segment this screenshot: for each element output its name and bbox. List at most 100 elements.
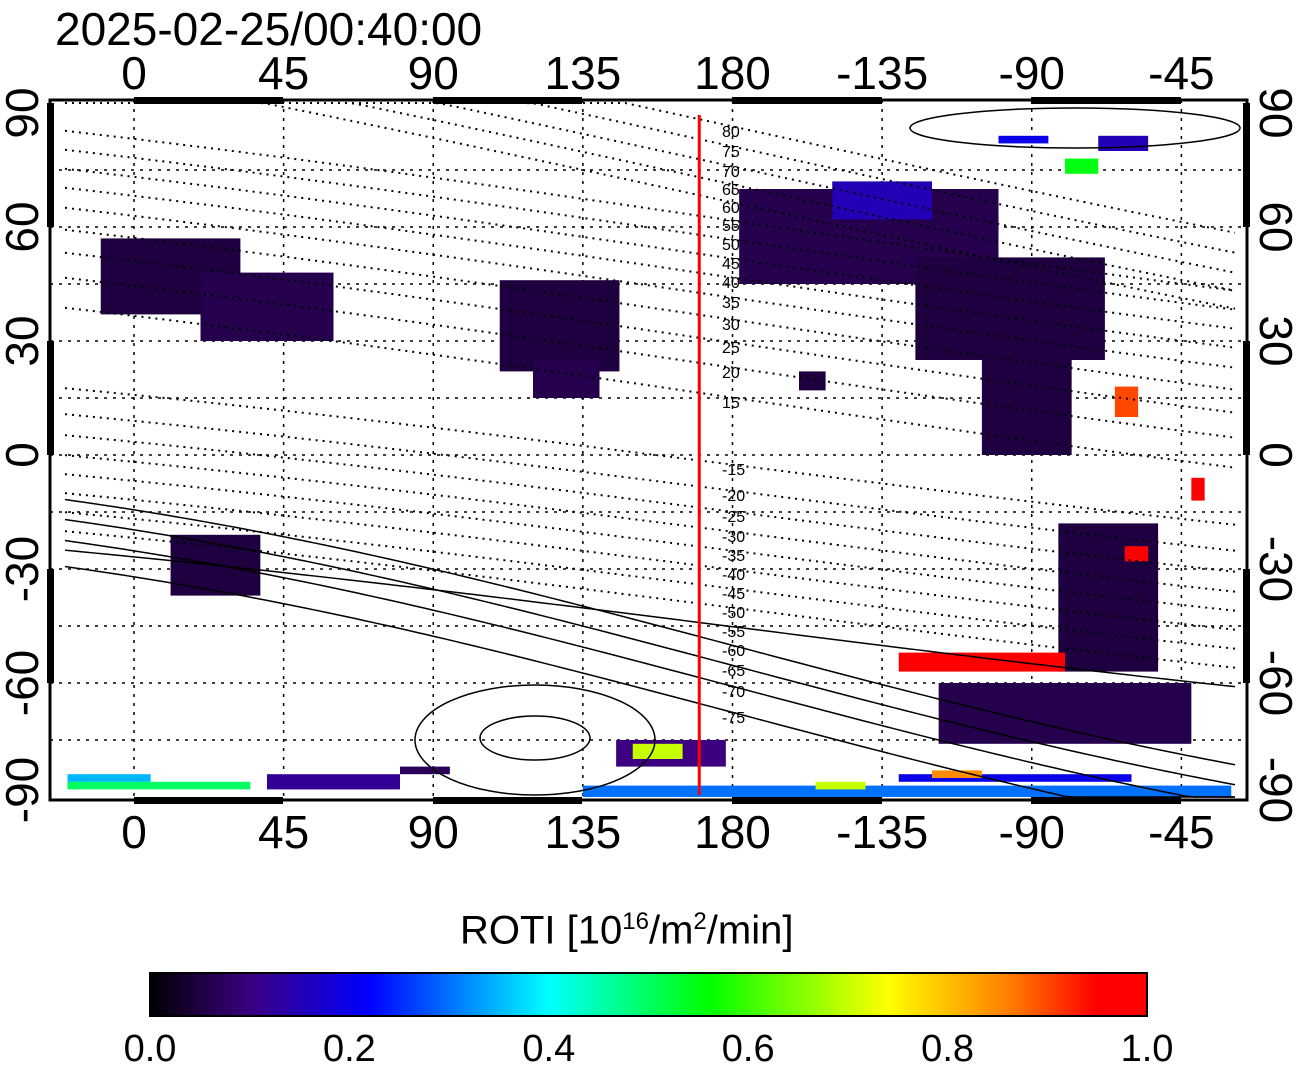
left-lat-tick-label: -30 bbox=[0, 535, 48, 603]
colorbar bbox=[149, 972, 1148, 1017]
magnetic-latitude-label: 55 bbox=[722, 218, 740, 235]
magnetic-latitude-label: -35 bbox=[722, 548, 745, 565]
magnetic-pole-contour bbox=[909, 107, 1241, 149]
magnetic-latitude-contour bbox=[64, 306, 1236, 469]
magnetic-latitude-label: -25 bbox=[722, 509, 745, 526]
magnetic-latitude-label: 35 bbox=[722, 295, 740, 312]
axis-bar bbox=[433, 97, 582, 104]
roti-patch bbox=[832, 181, 932, 220]
colorbar-tick-label: 0.0 bbox=[123, 1028, 177, 1070]
bottom-lon-tick-label: -90 bbox=[998, 806, 1065, 858]
magnetic-latitude-label: -50 bbox=[722, 605, 745, 622]
colorbar-tick-label: 0.4 bbox=[522, 1028, 576, 1070]
magnetic-latitude-label: -55 bbox=[722, 624, 745, 641]
bottom-lon-tick-label: -135 bbox=[836, 806, 929, 858]
colorbar-tick-label: 0.6 bbox=[721, 1028, 775, 1070]
roti-patch bbox=[998, 135, 1049, 144]
magnetic-latitude-label: -60 bbox=[722, 643, 745, 660]
magnetic-latitude-label: -45 bbox=[722, 586, 745, 603]
magnetic-latitude-contour bbox=[64, 413, 1236, 552]
axis-bar bbox=[732, 797, 882, 804]
roti-patch bbox=[898, 652, 1065, 672]
bottom-lon-tick-label: 135 bbox=[544, 806, 622, 858]
colorbar-title: ROTI [1016/m2/min] bbox=[460, 908, 793, 953]
right-lat-tick-label: -60 bbox=[1250, 649, 1296, 717]
axis-bar bbox=[47, 103, 54, 227]
magnetic-latitude-label: 70 bbox=[722, 164, 740, 181]
roti-patch bbox=[1114, 386, 1139, 417]
roti-patch bbox=[1124, 546, 1149, 562]
magnetic-latitude-label: -20 bbox=[722, 488, 745, 505]
axis-bar bbox=[47, 569, 54, 683]
axis-bar bbox=[47, 341, 54, 455]
magnetic-latitude-label: -15 bbox=[722, 462, 745, 479]
top-lon-tick-label: 90 bbox=[407, 47, 459, 99]
colorbar-title-exp2: 2 bbox=[693, 908, 707, 935]
roti-patch bbox=[632, 743, 683, 759]
colorbar-title-mid: /m bbox=[648, 908, 694, 953]
magnetic-latitude-contour bbox=[64, 251, 1236, 414]
magnetic-latitude-contour bbox=[64, 492, 1236, 631]
magnetic-latitude-label: 30 bbox=[722, 317, 740, 334]
magnetic-latitude-label: 80 bbox=[722, 124, 740, 141]
magnetic-latitude-contour bbox=[64, 434, 1236, 573]
bottom-lon-tick-label: 45 bbox=[258, 806, 310, 858]
magnetic-latitude-contour bbox=[64, 565, 1235, 798]
roti-patch bbox=[938, 683, 1192, 744]
magnetic-latitude-label: 45 bbox=[722, 256, 740, 273]
magnetic-latitude-label: 60 bbox=[722, 200, 740, 217]
magnetic-latitude-label: 40 bbox=[722, 275, 740, 292]
timestamp: 2025-02-25/00:40:00 bbox=[55, 3, 483, 55]
axis-bar bbox=[433, 797, 582, 804]
magnetic-latitude-contour bbox=[64, 228, 1236, 391]
left-lat-tick-label: 60 bbox=[0, 201, 48, 253]
magnetic-pole-contour bbox=[414, 684, 656, 796]
colorbar-tick-label: 0.8 bbox=[921, 1028, 975, 1070]
magnetic-pole-contour bbox=[479, 715, 591, 761]
magnetic-latitude-contour bbox=[64, 454, 1236, 593]
magnetic-latitude-contour bbox=[64, 206, 1236, 369]
magnetic-latitude-contour bbox=[64, 498, 1236, 766]
roti-patch bbox=[67, 781, 251, 790]
magnetic-latitude-label: 25 bbox=[722, 340, 740, 357]
bottom-lon-tick-label: 90 bbox=[407, 806, 459, 858]
magnetic-latitude-label: -40 bbox=[722, 567, 745, 584]
magnetic-latitude-label: -65 bbox=[722, 663, 745, 680]
colorbar-title-end: /min] bbox=[706, 908, 794, 953]
roti-patch bbox=[932, 770, 982, 778]
colorbar-title-main: ROTI [10 bbox=[460, 908, 623, 953]
magnetic-latitude-contour bbox=[64, 539, 1235, 798]
right-lat-tick-label: 0 bbox=[1249, 442, 1296, 468]
axis-bar bbox=[1243, 569, 1250, 683]
top-lon-tick-label: -45 bbox=[1148, 47, 1215, 99]
bottom-lon-tick-label: 0 bbox=[121, 806, 147, 858]
roti-patch bbox=[67, 774, 151, 782]
top-lon-tick-label: 180 bbox=[694, 47, 771, 99]
magnetic-latitude-label: -75 bbox=[722, 710, 745, 727]
roti-patch bbox=[915, 257, 1105, 360]
magnetic-latitude-label: 50 bbox=[722, 237, 740, 254]
axis-bar bbox=[1031, 797, 1181, 804]
magnetic-latitude-contour bbox=[64, 518, 1236, 786]
right-lat-tick-label: 30 bbox=[1250, 315, 1296, 367]
magnetic-latitude-contour bbox=[64, 186, 1236, 349]
colorbar-title-exp1: 16 bbox=[622, 908, 649, 935]
left-lat-tick-label: -90 bbox=[0, 756, 48, 824]
left-lat-tick-label: -60 bbox=[0, 649, 48, 717]
roti-patch bbox=[981, 356, 1072, 455]
roti-patch bbox=[200, 272, 334, 341]
axis-bar bbox=[732, 97, 882, 104]
roti-patch bbox=[267, 774, 400, 790]
magnetic-latitude-contour bbox=[64, 148, 1236, 311]
roti-patch bbox=[898, 774, 1132, 782]
magnetic-latitude-contour bbox=[64, 530, 1236, 669]
axis-bar bbox=[1031, 97, 1181, 104]
roti-patch bbox=[533, 360, 600, 398]
magnetic-latitude-contour bbox=[64, 167, 1236, 330]
magnetic-latitude-contour bbox=[64, 129, 1236, 292]
magnetic-latitude-contour bbox=[65, 102, 1236, 254]
magnetic-latitude-contour bbox=[65, 102, 1236, 274]
magnetic-latitude-label: -30 bbox=[722, 529, 745, 546]
roti-patch bbox=[1191, 477, 1205, 501]
roti-patch bbox=[582, 785, 1232, 797]
